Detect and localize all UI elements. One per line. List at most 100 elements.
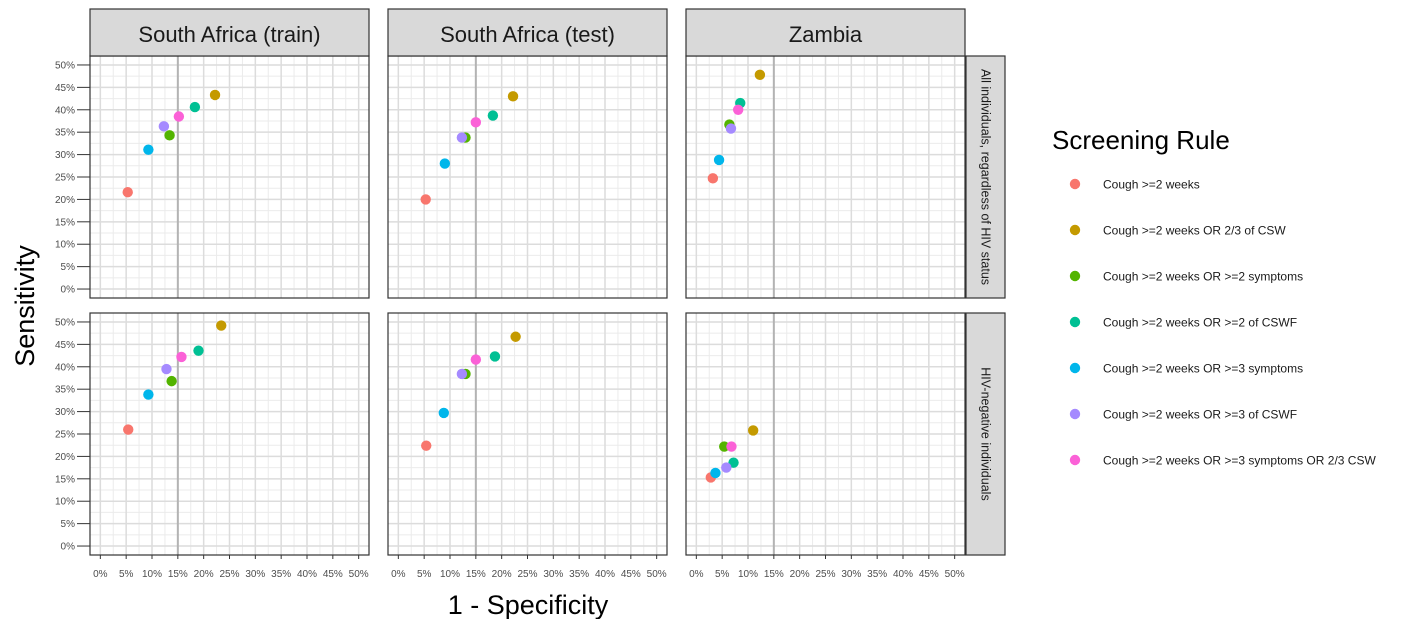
x-tick-label: 5% xyxy=(715,569,730,580)
legend-label: Cough >=2 weeks OR 2/3 of CSW xyxy=(1103,224,1286,238)
column-strips: South Africa (train) South Africa (test) Z… xyxy=(89,8,966,57)
data-point xyxy=(719,441,730,452)
data-point xyxy=(707,173,719,184)
panel-south-africa-test--row-2: 0% 5% 10% 15% 20% 25% 30% 35% 40% 45% 50% xyxy=(387,312,668,580)
x-tick-label: 5% xyxy=(119,569,134,580)
x-tick-label: 25% xyxy=(517,569,537,580)
x-tick-label: 10% xyxy=(738,569,758,580)
data-point xyxy=(470,117,482,128)
x-tick-label: 45% xyxy=(919,569,939,580)
data-point xyxy=(456,132,468,143)
x-tick-label: 40% xyxy=(595,569,615,580)
x-tick-label: 15% xyxy=(168,569,188,580)
data-point xyxy=(421,440,432,451)
x-tick-label: 0% xyxy=(391,569,406,580)
y-tick-label: 50% xyxy=(55,60,75,71)
y-tick-label: 15% xyxy=(55,217,75,228)
data-point xyxy=(193,345,204,356)
data-point xyxy=(754,69,766,81)
data-point xyxy=(456,368,468,380)
x-tick-label: 30% xyxy=(543,569,563,580)
legend-key xyxy=(1069,316,1081,328)
y-tick-label: 10% xyxy=(55,497,75,508)
x-tick-label: 20% xyxy=(492,569,512,580)
x-tick-label: 30% xyxy=(245,569,265,580)
row-strips: All individuals, regardless of HIV statu… xyxy=(965,55,1006,556)
legend-label: Cough >=2 weeks xyxy=(1103,178,1200,192)
y-tick-label: 35% xyxy=(55,128,75,139)
y-tick-label: 40% xyxy=(55,105,75,116)
column-strip-label: South Africa (test) xyxy=(440,22,615,47)
panel-zambia-row-2: 0% 5% 10% 15% 20% 25% 30% 35% 40% 45% 50% xyxy=(685,312,966,580)
data-point xyxy=(710,467,721,479)
y-tick-label: 50% xyxy=(55,317,75,328)
row-strip-box xyxy=(965,312,1006,556)
y-tick-label: 5% xyxy=(61,519,76,530)
data-point xyxy=(747,425,759,436)
x-tick-label: 0% xyxy=(93,569,108,580)
data-point xyxy=(216,320,227,331)
y-axis-title: Sensitivity xyxy=(10,245,40,367)
x-tick-label: 50% xyxy=(349,569,369,580)
y-tick-label: 20% xyxy=(55,195,75,206)
y-tick-label: 0% xyxy=(61,542,76,553)
data-point xyxy=(122,187,133,198)
x-tick-label: 5% xyxy=(417,569,432,580)
row-strip-box xyxy=(965,55,1006,299)
x-tick-label: 25% xyxy=(815,569,835,580)
y-tick-label: 25% xyxy=(55,173,75,184)
panel-south-africa-test--row-1 xyxy=(387,55,668,299)
data-point xyxy=(507,91,519,102)
x-tick-label: 15% xyxy=(764,569,784,580)
y-tick-label: 20% xyxy=(55,452,75,463)
data-point xyxy=(143,389,154,400)
legend-key xyxy=(1069,178,1081,190)
legend-label: Cough >=2 weeks OR >=3 symptoms xyxy=(1103,362,1303,376)
legend-key xyxy=(1069,408,1081,420)
y-tick-label: 0% xyxy=(61,285,76,296)
data-point xyxy=(420,194,431,205)
y-tick-label: 45% xyxy=(55,83,75,94)
legend-label: Cough >=2 weeks OR >=3 symptoms OR 2/3 C… xyxy=(1103,454,1376,468)
column-strip-label: South Africa (train) xyxy=(138,22,320,47)
legend-label: Cough >=2 weeks OR >=2 of CSWF xyxy=(1103,316,1297,330)
x-tick-label: 0% xyxy=(689,569,704,580)
y-tick-label: 30% xyxy=(55,150,75,161)
data-point xyxy=(726,441,737,452)
data-point xyxy=(713,154,725,166)
x-tick-label: 30% xyxy=(841,569,861,580)
column-strip-box xyxy=(387,8,668,57)
y-tick-label: 15% xyxy=(55,474,75,485)
x-tick-label: 25% xyxy=(219,569,239,580)
data-point xyxy=(510,331,521,342)
legend-label: Cough >=2 weeks OR >=2 symptoms xyxy=(1103,270,1303,284)
panel-south-africa-train--row-2: 0% 5% 10% 15% 20% 25% 30% 35% 40% 45% 50% 0% 5% 10% 15… xyxy=(55,312,370,580)
data-point xyxy=(158,121,170,132)
data-point xyxy=(164,130,175,141)
legend-title: Screening Rule xyxy=(1052,125,1230,155)
x-tick-label: 15% xyxy=(466,569,486,580)
data-point xyxy=(438,407,449,419)
data-point xyxy=(176,351,187,363)
row-strip-label: All individuals, regardless of HIV statu… xyxy=(979,69,993,285)
legend: Screening Rule Cough >=2 weeks Cough >=2 … xyxy=(1052,125,1376,468)
data-point xyxy=(189,101,201,113)
x-tick-label: 45% xyxy=(621,569,641,580)
data-point xyxy=(489,351,501,362)
data-point xyxy=(487,110,499,121)
x-tick-label: 35% xyxy=(867,569,887,580)
column-strip-box xyxy=(89,8,370,57)
y-tick-label: 40% xyxy=(55,362,75,373)
column-strip-label: Zambia xyxy=(789,22,863,47)
y-tick-label: 25% xyxy=(55,430,75,441)
panel-area: 0% 5% 10% 15% 20% 25% 30% 35% 40% 45% 50% 0% 5% 10% 15… xyxy=(55,55,966,580)
y-tick-label: 5% xyxy=(61,262,76,273)
x-tick-label: 10% xyxy=(142,569,162,580)
x-tick-label: 50% xyxy=(945,569,965,580)
data-point xyxy=(439,158,451,169)
legend-key xyxy=(1069,362,1081,374)
data-point xyxy=(732,104,744,115)
row-strip-label: HIV-negative individuals xyxy=(979,367,993,500)
panel-zambia-row-1 xyxy=(685,55,966,299)
legend-key xyxy=(1069,270,1081,282)
